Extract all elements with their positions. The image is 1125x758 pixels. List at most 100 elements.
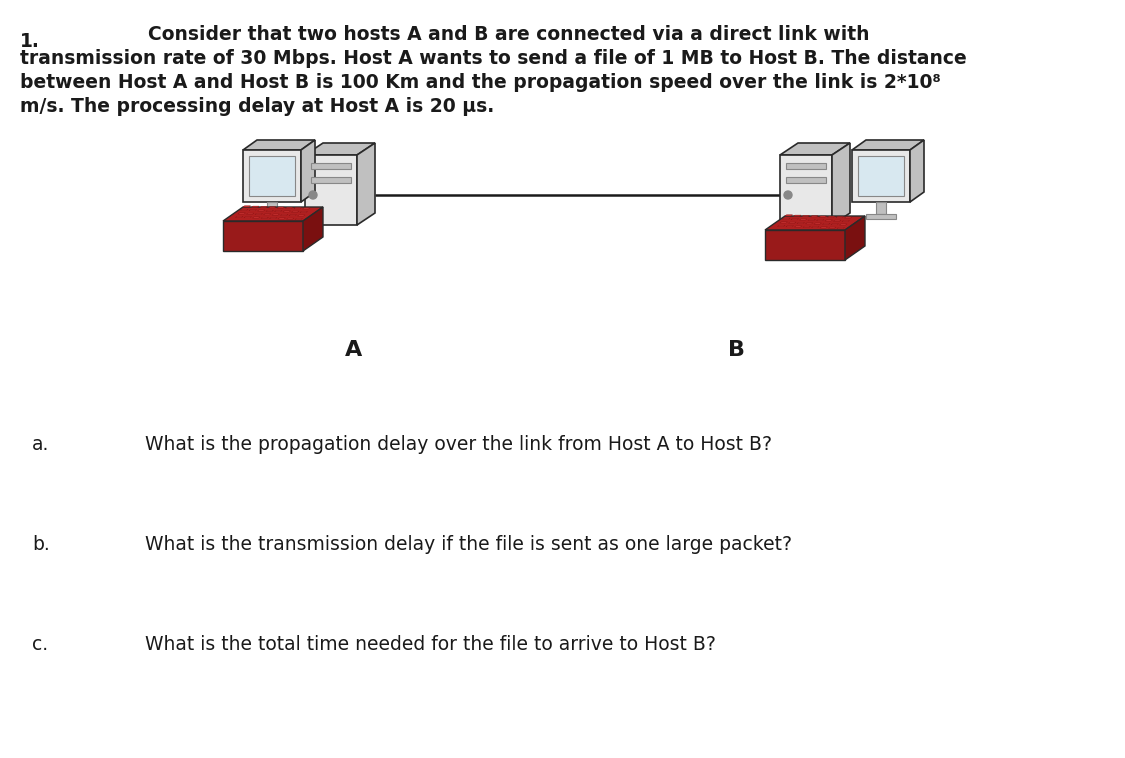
Bar [249, 156, 295, 196]
Text: A: A [345, 340, 362, 360]
Text: What is the transmission delay if the file is sent as one large packet?: What is the transmission delay if the fi… [145, 535, 792, 554]
Text: B: B [728, 340, 745, 360]
Text: 1.: 1. [20, 32, 39, 51]
Polygon shape [780, 222, 787, 223]
Text: What is the propagation delay over the link from Host A to Host B?: What is the propagation delay over the l… [145, 435, 772, 454]
Polygon shape [252, 217, 260, 218]
Polygon shape [765, 216, 865, 230]
Polygon shape [800, 219, 807, 220]
Polygon shape [249, 210, 256, 211]
Text: Consider that two hosts A and B are connected via a direct link with: Consider that two hosts A and B are conn… [148, 25, 870, 44]
Polygon shape [272, 214, 279, 215]
Polygon shape [302, 140, 315, 202]
Polygon shape [802, 215, 810, 217]
Polygon shape [852, 140, 924, 150]
Polygon shape [235, 216, 243, 218]
Polygon shape [266, 210, 273, 211]
Polygon shape [819, 216, 827, 218]
Bar [765, 230, 845, 260]
Bar [310, 163, 351, 169]
Bar [256, 214, 287, 219]
Polygon shape [297, 215, 305, 216]
Text: between Host A and Host B is 100 Km and the propagation speed over the link is 2: between Host A and Host B is 100 Km and … [20, 73, 940, 92]
Polygon shape [303, 208, 310, 209]
Polygon shape [243, 140, 315, 150]
Polygon shape [780, 143, 850, 155]
Polygon shape [243, 206, 251, 207]
Polygon shape [828, 227, 836, 228]
Polygon shape [270, 218, 277, 219]
Polygon shape [244, 217, 252, 218]
Bar [876, 202, 886, 214]
Circle shape [309, 191, 317, 199]
Text: c.: c. [32, 635, 48, 654]
Bar [786, 177, 826, 183]
Polygon shape [817, 220, 824, 221]
Polygon shape [780, 155, 832, 225]
Polygon shape [803, 226, 810, 227]
Polygon shape [783, 218, 790, 220]
Polygon shape [794, 226, 802, 227]
Polygon shape [785, 215, 792, 216]
Polygon shape [277, 207, 285, 208]
Polygon shape [305, 155, 357, 225]
Polygon shape [357, 143, 375, 225]
Polygon shape [828, 216, 835, 218]
Polygon shape [223, 207, 323, 221]
Polygon shape [260, 206, 268, 208]
Bar [223, 221, 303, 251]
Polygon shape [837, 227, 845, 229]
Polygon shape [246, 213, 254, 215]
Polygon shape [278, 218, 286, 219]
Bar [858, 156, 904, 196]
Polygon shape [241, 209, 248, 211]
Text: a.: a. [32, 435, 50, 454]
Polygon shape [793, 215, 801, 216]
Polygon shape [845, 217, 852, 218]
Polygon shape [808, 219, 816, 221]
Polygon shape [796, 222, 804, 224]
Text: What is the total time needed for the file to arrive to Host B?: What is the total time needed for the fi… [145, 635, 716, 654]
Polygon shape [291, 211, 299, 212]
Bar [310, 177, 351, 183]
Polygon shape [831, 224, 838, 225]
Polygon shape [825, 220, 832, 221]
Polygon shape [303, 207, 323, 251]
Polygon shape [252, 206, 259, 207]
Polygon shape [832, 143, 850, 225]
Polygon shape [305, 143, 375, 155]
Polygon shape [845, 216, 865, 260]
Polygon shape [287, 218, 294, 219]
Text: m/s. The processing delay at Host A is 20 μs.: m/s. The processing delay at Host A is 2… [20, 97, 494, 116]
Polygon shape [810, 216, 818, 217]
Polygon shape [910, 140, 924, 202]
Bar [866, 214, 896, 219]
Polygon shape [263, 214, 271, 215]
Polygon shape [839, 224, 847, 225]
Polygon shape [806, 223, 813, 224]
Polygon shape [791, 218, 799, 220]
Text: transmission rate of 30 Mbps. Host A wants to send a file of 1 MB to Host B. The: transmission rate of 30 Mbps. Host A wan… [20, 49, 966, 68]
Text: b.: b. [32, 535, 50, 554]
Bar [786, 163, 826, 169]
Polygon shape [786, 226, 793, 227]
Polygon shape [284, 211, 290, 212]
Polygon shape [820, 227, 828, 228]
Polygon shape [269, 207, 276, 208]
Circle shape [784, 191, 792, 199]
Bar [852, 150, 910, 202]
Bar [267, 202, 277, 214]
Polygon shape [238, 213, 245, 214]
Polygon shape [295, 218, 303, 220]
Polygon shape [789, 222, 796, 224]
Polygon shape [289, 215, 297, 216]
Polygon shape [836, 217, 844, 218]
Polygon shape [814, 223, 821, 224]
Bar [243, 150, 302, 202]
Polygon shape [286, 207, 292, 208]
Polygon shape [258, 210, 266, 211]
Polygon shape [255, 214, 262, 215]
Polygon shape [300, 211, 307, 212]
Polygon shape [834, 220, 842, 221]
Polygon shape [777, 225, 785, 227]
